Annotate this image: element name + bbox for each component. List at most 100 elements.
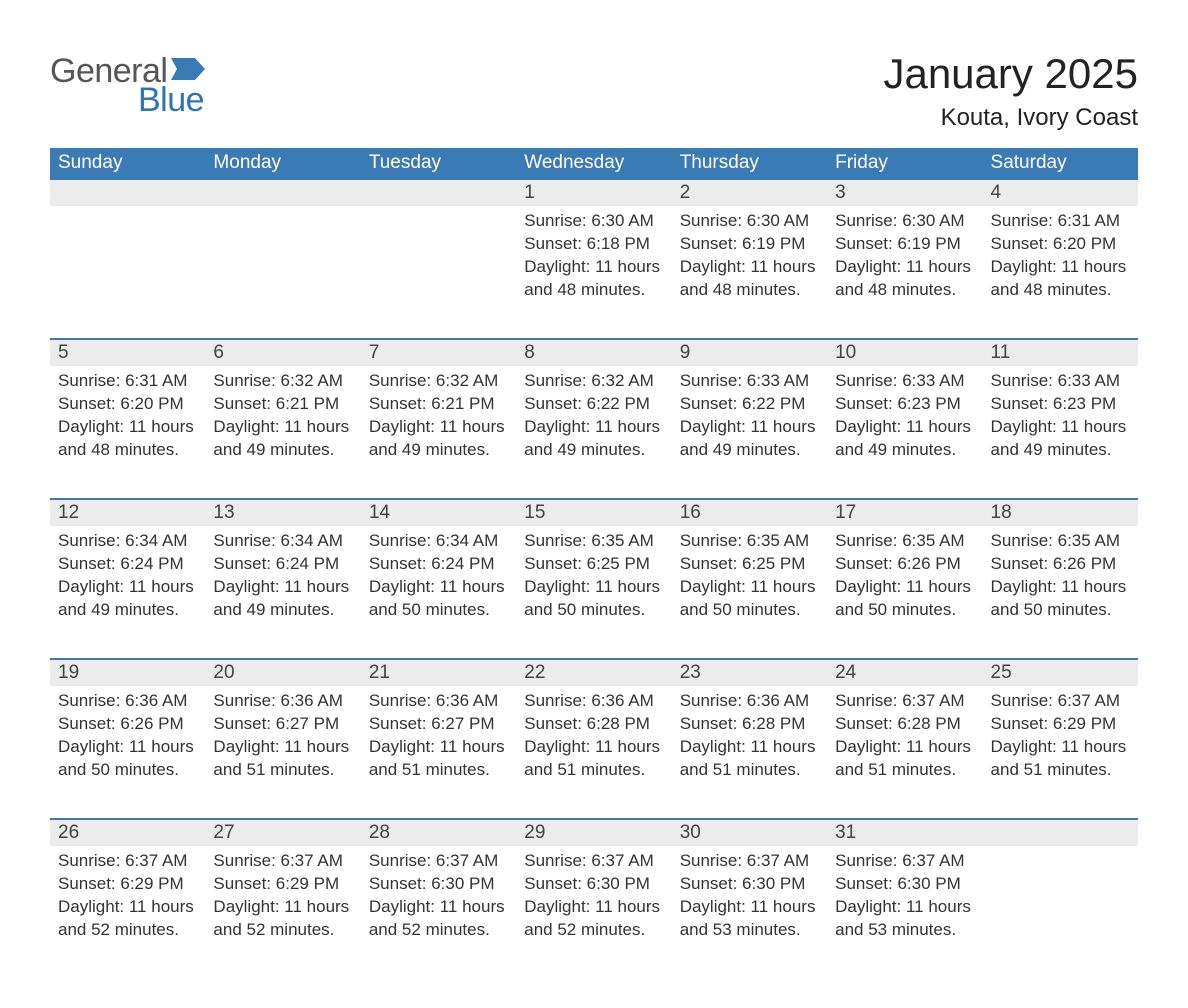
sunrise-line: Sunrise: 6:31 AM (58, 370, 197, 393)
title-block: January 2025 Kouta, Ivory Coast (883, 40, 1138, 142)
day-number: 19 (50, 659, 205, 686)
day-number: 26 (50, 819, 205, 846)
sunrise-line: Sunrise: 6:36 AM (213, 690, 352, 713)
day-cell: Sunrise: 6:35 AMSunset: 6:26 PMDaylight:… (983, 526, 1138, 659)
daylight-line: Daylight: 11 hours and 50 minutes. (369, 576, 508, 622)
day-number: 31 (827, 819, 982, 846)
day-number: 25 (983, 659, 1138, 686)
daylight-line: Daylight: 11 hours and 49 minutes. (213, 416, 352, 462)
day-cell: Sunrise: 6:34 AMSunset: 6:24 PMDaylight:… (205, 526, 360, 659)
sunset-line: Sunset: 6:24 PM (213, 553, 352, 576)
sunset-line: Sunset: 6:26 PM (991, 553, 1130, 576)
daylight-line: Daylight: 11 hours and 49 minutes. (58, 576, 197, 622)
day-number (205, 180, 360, 206)
daylight-line: Daylight: 11 hours and 50 minutes. (835, 576, 974, 622)
day-number: 28 (361, 819, 516, 846)
day-cell: Sunrise: 6:37 AMSunset: 6:29 PMDaylight:… (205, 846, 360, 978)
day-cell: Sunrise: 6:34 AMSunset: 6:24 PMDaylight:… (50, 526, 205, 659)
daylight-line: Daylight: 11 hours and 49 minutes. (369, 416, 508, 462)
weekday-header: Tuesday (361, 148, 516, 180)
day-number (50, 180, 205, 206)
sunrise-line: Sunrise: 6:37 AM (58, 850, 197, 873)
day-number (983, 819, 1138, 846)
day-number: 6 (205, 339, 360, 366)
day-number: 16 (672, 499, 827, 526)
weekday-header: Thursday (672, 148, 827, 180)
day-cell: Sunrise: 6:33 AMSunset: 6:22 PMDaylight:… (672, 366, 827, 499)
day-number: 22 (516, 659, 671, 686)
sunset-line: Sunset: 6:27 PM (213, 713, 352, 736)
sunset-line: Sunset: 6:29 PM (213, 873, 352, 896)
day-number: 8 (516, 339, 671, 366)
sunrise-line: Sunrise: 6:37 AM (835, 690, 974, 713)
daynum-row: 12131415161718 (50, 499, 1138, 526)
day-cell: Sunrise: 6:31 AMSunset: 6:20 PMDaylight:… (50, 366, 205, 499)
day-number: 4 (983, 180, 1138, 206)
day-cell: Sunrise: 6:36 AMSunset: 6:26 PMDaylight:… (50, 686, 205, 819)
sunset-line: Sunset: 6:30 PM (835, 873, 974, 896)
daylight-line: Daylight: 11 hours and 50 minutes. (524, 576, 663, 622)
daylight-line: Daylight: 11 hours and 48 minutes. (58, 416, 197, 462)
sunset-line: Sunset: 6:24 PM (369, 553, 508, 576)
day-cell: Sunrise: 6:32 AMSunset: 6:22 PMDaylight:… (516, 366, 671, 499)
sunrise-line: Sunrise: 6:36 AM (369, 690, 508, 713)
sunrise-line: Sunrise: 6:36 AM (58, 690, 197, 713)
daylight-line: Daylight: 11 hours and 48 minutes. (835, 256, 974, 302)
day-number: 20 (205, 659, 360, 686)
daylight-line: Daylight: 11 hours and 52 minutes. (524, 896, 663, 942)
sunrise-line: Sunrise: 6:30 AM (524, 210, 663, 233)
day-content-row: Sunrise: 6:31 AMSunset: 6:20 PMDaylight:… (50, 366, 1138, 499)
sunrise-line: Sunrise: 6:30 AM (680, 210, 819, 233)
daynum-row: 1234 (50, 180, 1138, 206)
day-cell: Sunrise: 6:37 AMSunset: 6:29 PMDaylight:… (983, 686, 1138, 819)
daylight-line: Daylight: 11 hours and 53 minutes. (835, 896, 974, 942)
day-cell: Sunrise: 6:30 AMSunset: 6:18 PMDaylight:… (516, 206, 671, 339)
day-cell: Sunrise: 6:30 AMSunset: 6:19 PMDaylight:… (672, 206, 827, 339)
sunset-line: Sunset: 6:30 PM (369, 873, 508, 896)
day-number: 17 (827, 499, 982, 526)
daylight-line: Daylight: 11 hours and 51 minutes. (213, 736, 352, 782)
day-number: 21 (361, 659, 516, 686)
day-cell: Sunrise: 6:37 AMSunset: 6:30 PMDaylight:… (516, 846, 671, 978)
daylight-line: Daylight: 11 hours and 50 minutes. (58, 736, 197, 782)
day-cell: Sunrise: 6:32 AMSunset: 6:21 PMDaylight:… (361, 366, 516, 499)
daylight-line: Daylight: 11 hours and 49 minutes. (991, 416, 1130, 462)
daynum-row: 567891011 (50, 339, 1138, 366)
calendar-header: SundayMondayTuesdayWednesdayThursdayFrid… (50, 148, 1138, 180)
day-number: 30 (672, 819, 827, 846)
daylight-line: Daylight: 11 hours and 51 minutes. (991, 736, 1130, 782)
daylight-line: Daylight: 11 hours and 49 minutes. (835, 416, 974, 462)
daylight-line: Daylight: 11 hours and 51 minutes. (369, 736, 508, 782)
daylight-line: Daylight: 11 hours and 48 minutes. (524, 256, 663, 302)
day-cell: Sunrise: 6:36 AMSunset: 6:27 PMDaylight:… (205, 686, 360, 819)
weekday-header: Monday (205, 148, 360, 180)
sunset-line: Sunset: 6:24 PM (58, 553, 197, 576)
day-cell (205, 206, 360, 339)
sunset-line: Sunset: 6:25 PM (524, 553, 663, 576)
sunset-line: Sunset: 6:26 PM (835, 553, 974, 576)
daynum-row: 19202122232425 (50, 659, 1138, 686)
sunset-line: Sunset: 6:19 PM (680, 233, 819, 256)
day-content-row: Sunrise: 6:34 AMSunset: 6:24 PMDaylight:… (50, 526, 1138, 659)
day-content-row: Sunrise: 6:36 AMSunset: 6:26 PMDaylight:… (50, 686, 1138, 819)
sunset-line: Sunset: 6:21 PM (369, 393, 508, 416)
day-number: 15 (516, 499, 671, 526)
day-number: 5 (50, 339, 205, 366)
day-cell: Sunrise: 6:37 AMSunset: 6:30 PMDaylight:… (361, 846, 516, 978)
day-cell: Sunrise: 6:34 AMSunset: 6:24 PMDaylight:… (361, 526, 516, 659)
sunrise-line: Sunrise: 6:36 AM (680, 690, 819, 713)
day-number: 13 (205, 499, 360, 526)
daylight-line: Daylight: 11 hours and 48 minutes. (991, 256, 1130, 302)
day-cell: Sunrise: 6:37 AMSunset: 6:30 PMDaylight:… (672, 846, 827, 978)
day-number: 12 (50, 499, 205, 526)
day-cell: Sunrise: 6:31 AMSunset: 6:20 PMDaylight:… (983, 206, 1138, 339)
day-number: 27 (205, 819, 360, 846)
sunrise-line: Sunrise: 6:35 AM (835, 530, 974, 553)
sunset-line: Sunset: 6:28 PM (835, 713, 974, 736)
daylight-line: Daylight: 11 hours and 50 minutes. (991, 576, 1130, 622)
day-number: 9 (672, 339, 827, 366)
sunset-line: Sunset: 6:22 PM (524, 393, 663, 416)
sunrise-line: Sunrise: 6:37 AM (991, 690, 1130, 713)
daynum-row: 262728293031 (50, 819, 1138, 846)
day-number: 18 (983, 499, 1138, 526)
